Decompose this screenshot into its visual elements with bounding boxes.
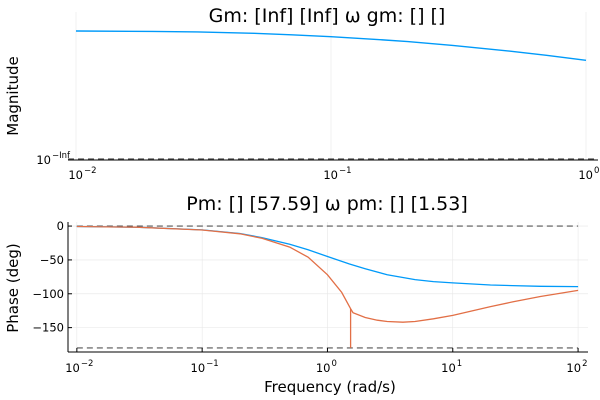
phase-ytick-label-2: −100 xyxy=(32,287,64,301)
phase-xtick-4-exp: 2 xyxy=(582,359,587,369)
phase-xtick-0: 10 −2 xyxy=(65,359,93,375)
phase-xtick-1-exp: −1 xyxy=(206,359,219,369)
phase-reference-lines xyxy=(76,225,579,349)
phase-y-ticks: 0 −50 −100 −150 xyxy=(32,219,72,335)
phase-title: Pm: [] [57.59] ω pm: [] [1.53] xyxy=(186,193,467,215)
magnitude-x-ticks: 10 −2 10 −1 10 0 xyxy=(68,166,599,182)
phase-xtick-2-base: 10 xyxy=(316,361,331,375)
magnitude-ylabel: Magnitude xyxy=(4,56,22,135)
phase-xtick-4: 10 2 xyxy=(566,359,587,375)
phase-grid xyxy=(68,222,588,352)
phase-xtick-0-exp: −2 xyxy=(81,359,94,369)
magnitude-xtick-0-exp: −2 xyxy=(84,166,97,176)
magnitude-y-tick: 10 −Inf xyxy=(36,151,71,167)
magnitude-xtick-0-base: 10 xyxy=(68,168,83,182)
magnitude-xtick-1-exp: −1 xyxy=(339,166,352,176)
magnitude-series-group xyxy=(75,30,587,61)
phase-xtick-4-base: 10 xyxy=(566,361,581,375)
magnitude-xtick-1-base: 10 xyxy=(323,168,338,182)
magnitude-xtick-2-exp: 0 xyxy=(594,166,599,176)
phase-series-group xyxy=(76,225,579,348)
phase-ytick-label-0: 0 xyxy=(57,219,64,233)
magnitude-xtick-2-base: 10 xyxy=(578,168,593,182)
phase-xtick-0-base: 10 xyxy=(65,361,80,375)
phase-xlabel: Frequency (rad/s) xyxy=(264,378,396,396)
phase-xtick-2-exp: 0 xyxy=(331,359,336,369)
phase-ytick-label-3: −150 xyxy=(32,321,64,335)
phase-series-1 xyxy=(76,225,579,323)
phase-x-ticks: 10 −2 10 −1 10 0 10 1 10 2 xyxy=(65,348,587,375)
phase-plot: Pm: [] [57.59] ω pm: [] [1.53] Phase (de… xyxy=(4,193,588,396)
magnitude-xtick-1: 10 −1 xyxy=(323,166,351,182)
phase-xtick-2: 10 0 xyxy=(316,359,337,375)
magnitude-grid xyxy=(75,12,587,160)
magnitude-plot: Gm: [Inf] [Inf] ω gm: [] [] Magnitude 10… xyxy=(4,5,599,182)
phase-xtick-3-base: 10 xyxy=(441,361,456,375)
phase-xtick-3-exp: 1 xyxy=(457,359,462,369)
magnitude-ytick-exp: −Inf xyxy=(52,151,71,161)
magnitude-xtick-2: 10 0 xyxy=(578,166,599,182)
phase-xtick-1-base: 10 xyxy=(191,361,206,375)
phase-xtick-3: 10 1 xyxy=(441,359,462,375)
phase-ylabel: Phase (deg) xyxy=(4,243,22,333)
magnitude-ytick-base: 10 xyxy=(36,153,51,167)
phase-ytick-label-1: −50 xyxy=(40,253,64,267)
phase-xtick-1: 10 −1 xyxy=(191,359,219,375)
magnitude-series-0 xyxy=(75,30,587,61)
magnitude-title: Gm: [Inf] [Inf] ω gm: [] [] xyxy=(209,5,446,27)
magnitude-xtick-0: 10 −2 xyxy=(68,166,96,182)
